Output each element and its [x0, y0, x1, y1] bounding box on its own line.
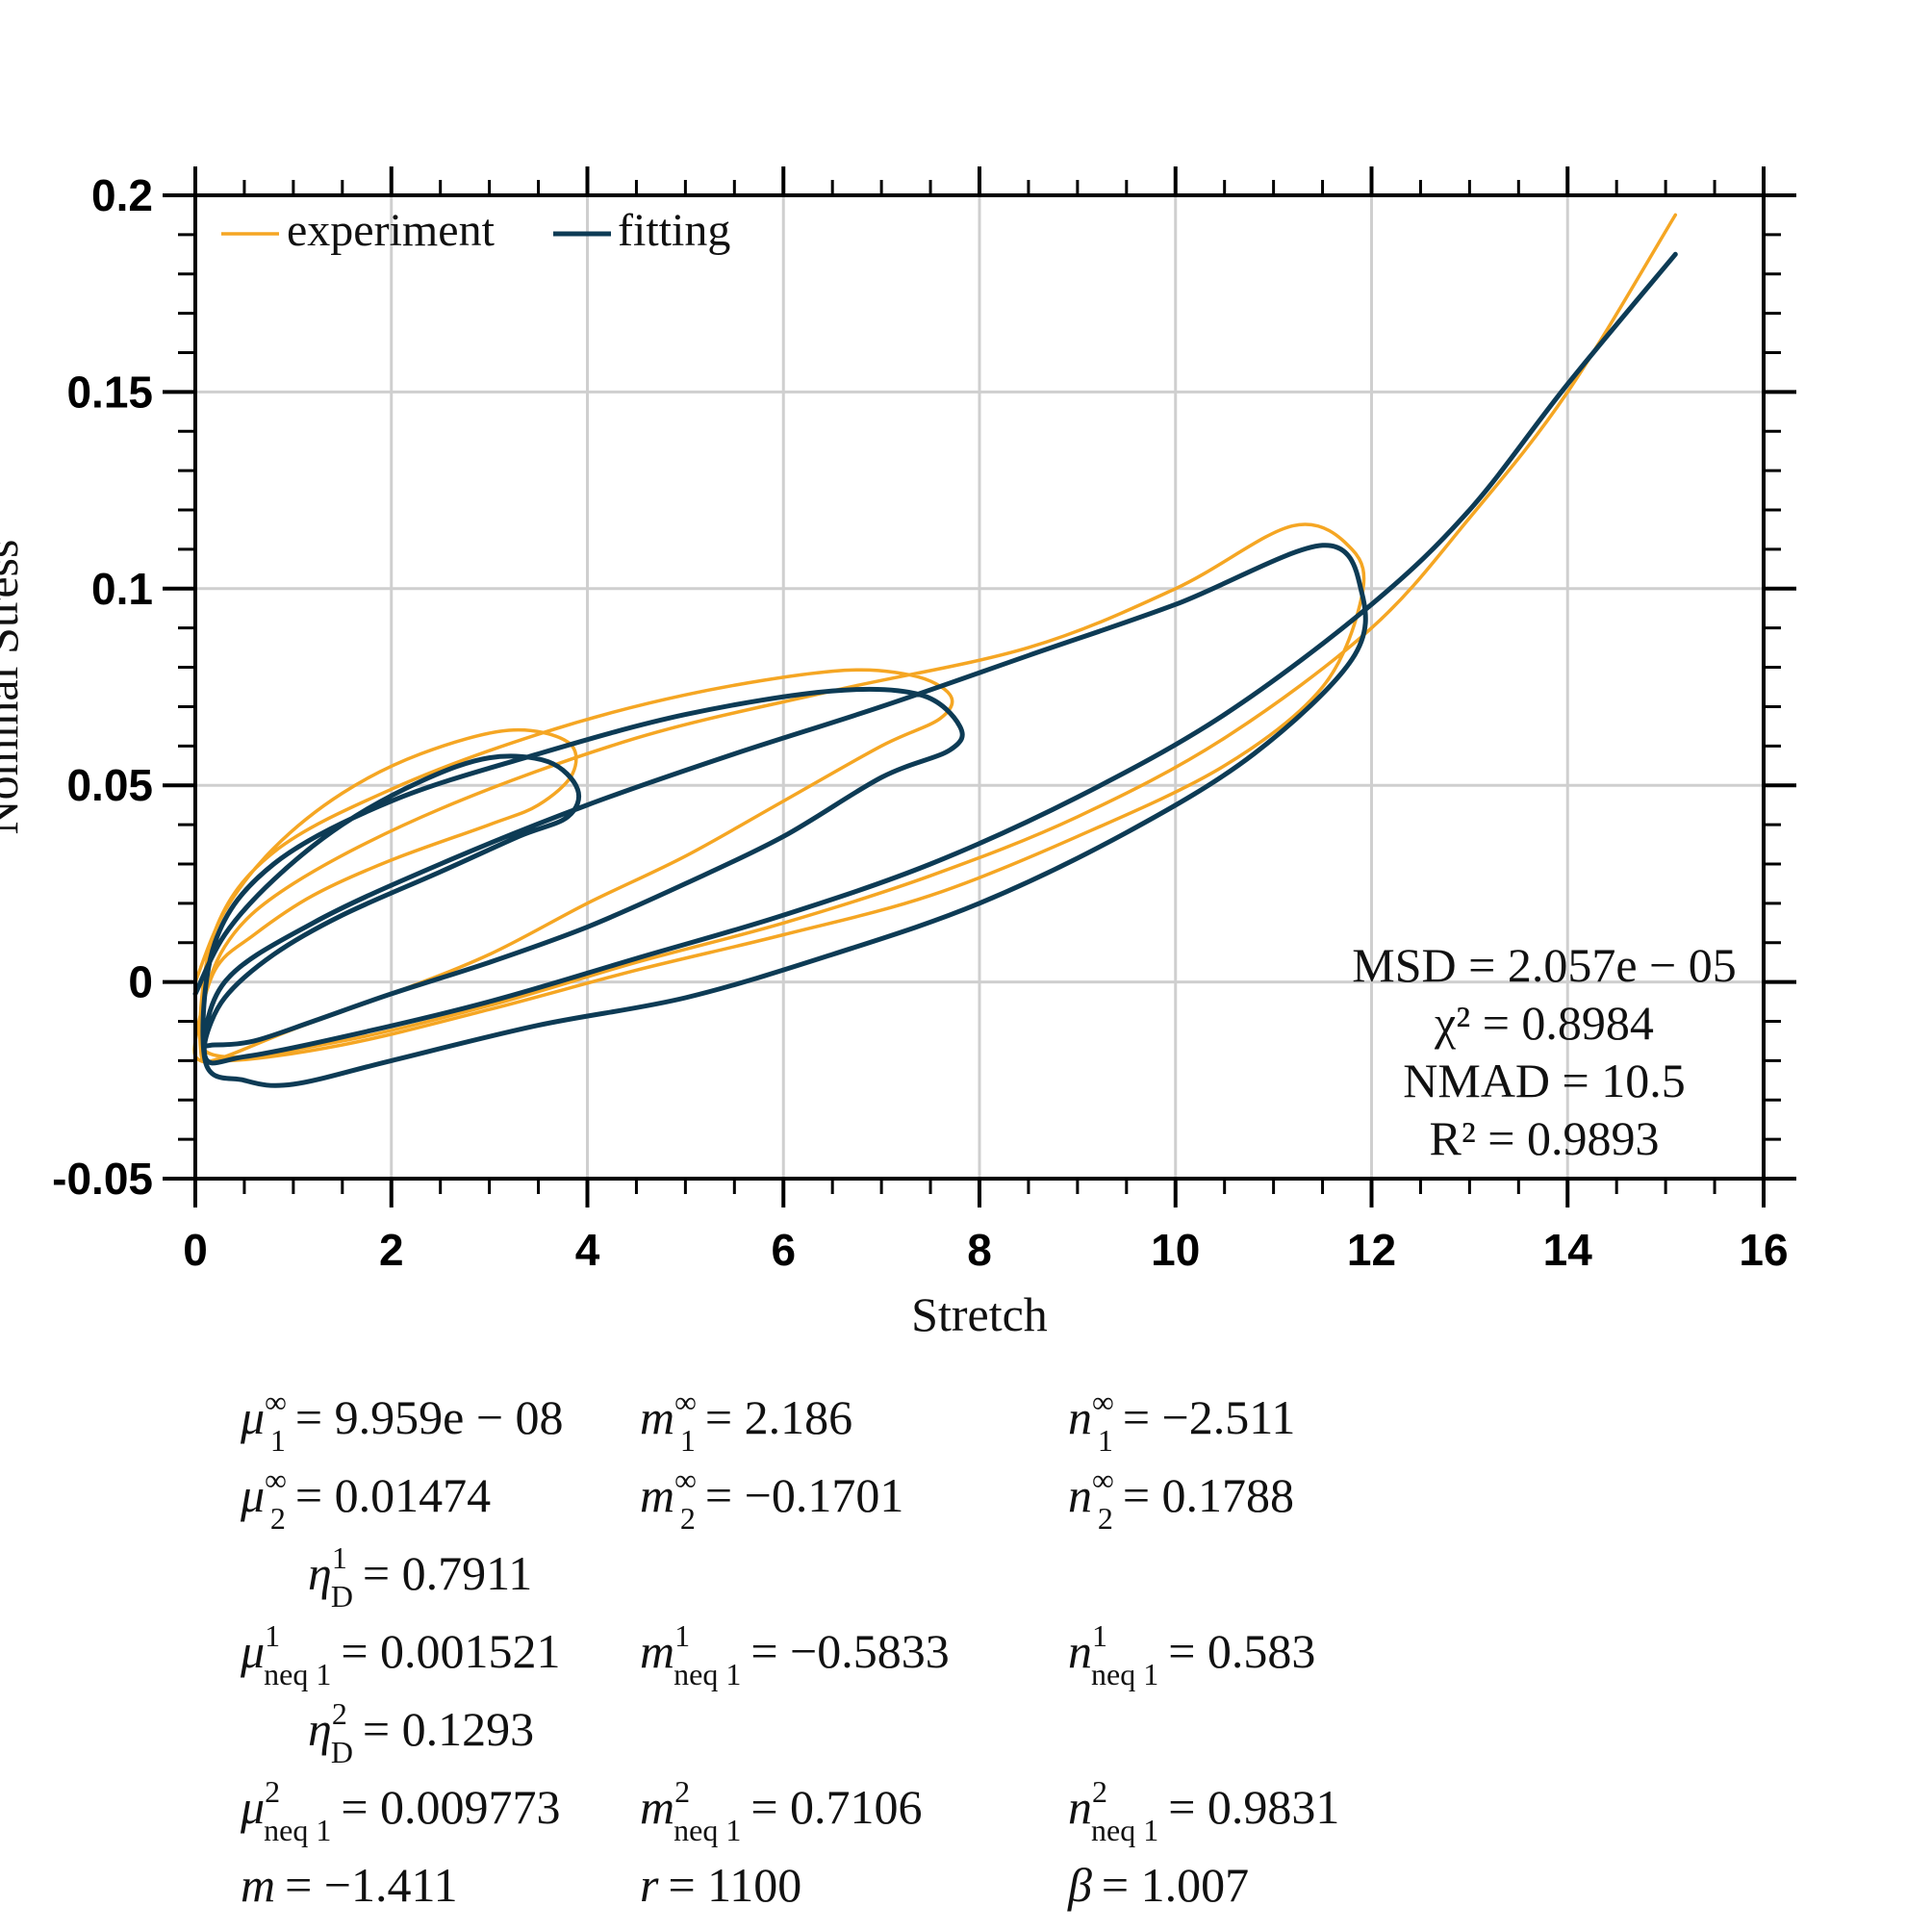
y-tick-label: 0.1 [91, 564, 153, 614]
x-tick-label: 0 [183, 1225, 208, 1275]
tick-labels: 0 2 4 6 8 10 12 14 16 -0.05 0 0.05 0.1 0.15 0.2 [52, 170, 1788, 1275]
param-entry: μ∞ 1 = 9.959e − 08 [240, 1385, 564, 1458]
x-tick-label: 4 [575, 1225, 600, 1275]
param-entry: n∞ 2 = 0.1788 [1068, 1462, 1294, 1536]
x-tick-label: 8 [967, 1225, 992, 1275]
x-tick-label: 16 [1739, 1225, 1788, 1275]
param-entry: μ∞ 2 = 0.01474 [240, 1462, 491, 1536]
y-tick-label: 0.15 [66, 367, 153, 417]
param-entry: β = 1.007 [1067, 1858, 1249, 1912]
param-entry: μ2 neq 1 = 0.009773 [240, 1774, 561, 1847]
stat-annotation: NMAD = 10.5 [1403, 1054, 1685, 1107]
param-entry: m2 neq 1 = 0.7106 [640, 1774, 923, 1847]
parameter-table: μ∞ 1 = 9.959e − 08 m∞ 1 = 2.186 n∞ 1 = −2.511 μ∞ 2… [240, 1385, 1339, 1912]
x-tick-label: 10 [1151, 1225, 1200, 1275]
param-entry: η1 D = 0.7911 [308, 1540, 532, 1614]
x-axis-label: Stretch [911, 1287, 1048, 1341]
param-entry: η2 D = 0.1293 [308, 1696, 534, 1769]
param-entry: n2 neq 1 = 0.9831 [1068, 1774, 1339, 1847]
x-tick-label: 6 [771, 1225, 796, 1275]
legend-label-fitting: fitting [618, 205, 730, 256]
x-tick-label: 14 [1543, 1225, 1593, 1275]
stat-annotation: MSD = 2.057e − 05 [1352, 938, 1736, 992]
x-tick-label: 2 [379, 1225, 404, 1275]
param-entry: n∞ 1 = −2.511 [1068, 1385, 1295, 1458]
stat-annotation: χ² = 0.8984 [1434, 996, 1654, 1050]
legend-label-experiment: experiment [287, 205, 496, 256]
param-entry: μ1 neq 1 = 0.001521 [240, 1618, 561, 1691]
param-entry: n1 neq 1 = 0.583 [1068, 1618, 1315, 1691]
y-tick-label: 0.2 [91, 170, 153, 220]
param-entry: m∞ 1 = 2.186 [640, 1385, 852, 1458]
param-entry: m = −1.411 [241, 1858, 458, 1912]
legend: experiment fitting [221, 205, 730, 256]
x-tick-label: 12 [1347, 1225, 1396, 1275]
series-experiment [192, 213, 1678, 1064]
stat-annotation: R² = 0.9893 [1429, 1111, 1659, 1165]
param-entry: m1 neq 1 = −0.5833 [640, 1618, 950, 1691]
param-entry: r = 1100 [640, 1858, 801, 1912]
y-tick-label: 0 [128, 957, 153, 1007]
y-axis-label: Nominal Stress [0, 540, 28, 835]
y-tick-label: 0.05 [66, 760, 153, 810]
series-fitting [192, 251, 1678, 1088]
ticks [163, 166, 1796, 1208]
param-entry: m∞ 2 = −0.1701 [640, 1462, 903, 1536]
y-tick-label: -0.05 [52, 1154, 153, 1204]
grid [195, 195, 1764, 1179]
series-layer [192, 213, 1678, 1088]
